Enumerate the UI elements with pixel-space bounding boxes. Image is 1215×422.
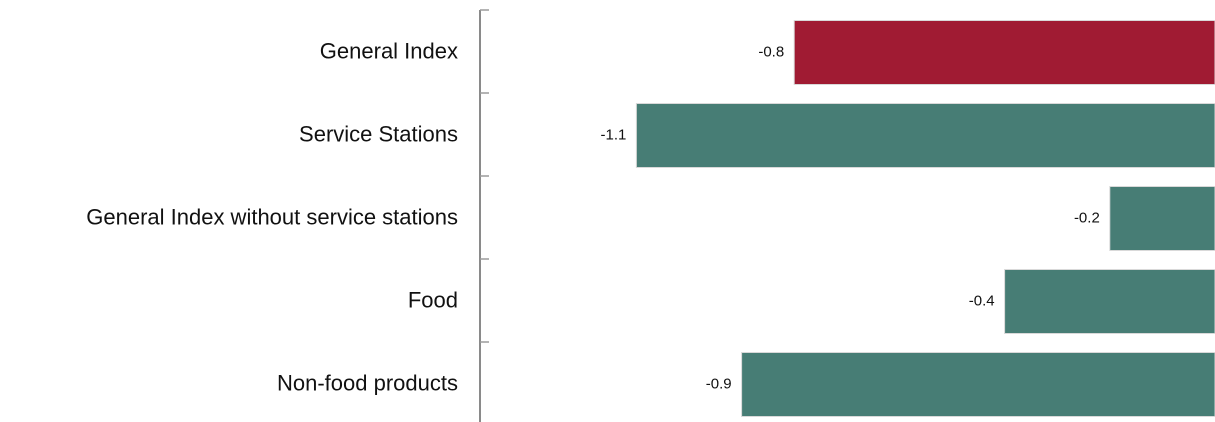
category-label: General Index without service stations <box>86 204 458 229</box>
category-label: Food <box>408 287 458 312</box>
bar <box>635 103 1215 168</box>
bar <box>793 20 1215 85</box>
category-labels-group: General Index Service Stations General Ind… <box>86 38 458 395</box>
category-label: Non-food products <box>277 370 458 395</box>
data-label: -0.4 <box>969 292 995 309</box>
bar <box>741 352 1215 417</box>
category-axis <box>479 9 489 422</box>
category-label: Service Stations <box>299 121 458 146</box>
bars-group <box>635 20 1215 417</box>
value-labels-group: -0.8 -1.1 -0.2 -0.4 -0.9 <box>601 43 1100 392</box>
bar <box>1004 269 1215 334</box>
data-label: -1.1 <box>601 126 627 143</box>
category-label: General Index <box>320 38 458 63</box>
data-label: -0.2 <box>1074 209 1100 226</box>
data-label: -0.8 <box>758 43 784 60</box>
data-label: -0.9 <box>706 375 732 392</box>
bar <box>1109 186 1215 251</box>
